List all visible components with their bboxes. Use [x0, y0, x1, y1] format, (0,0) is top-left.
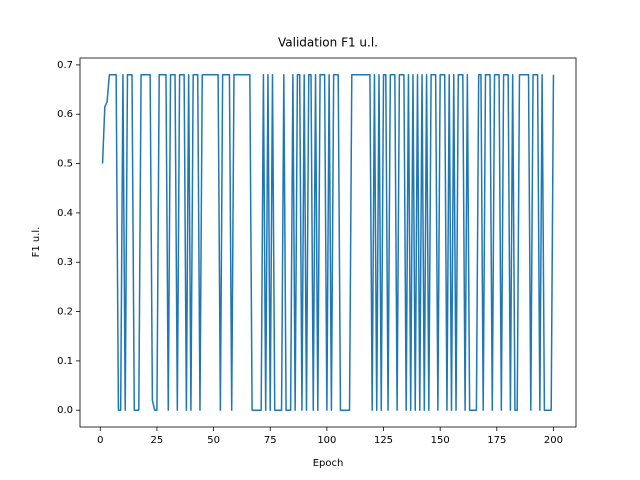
- y-tick-label: 0.7: [57, 60, 73, 71]
- y-tick-label: 0.4: [57, 208, 73, 219]
- x-axis-label: Epoch: [313, 458, 344, 469]
- x-tick-label: 25: [151, 435, 164, 446]
- x-tick-label: 125: [374, 435, 393, 446]
- y-tick-label: 0.3: [57, 257, 73, 268]
- y-tick-label: 0.6: [57, 109, 73, 120]
- x-tick-label: 175: [487, 435, 506, 446]
- y-tick-label: 0.2: [57, 307, 73, 318]
- data-line: [101, 74, 555, 411]
- x-tick-label: 150: [431, 435, 450, 446]
- y-tick-label: 0.1: [57, 356, 73, 367]
- y-tick-label: 0.5: [57, 159, 73, 170]
- x-tick-label: 50: [207, 435, 220, 446]
- y-tick-label: 0.0: [57, 405, 73, 416]
- x-tick-label: 75: [264, 435, 277, 446]
- chart-title: Validation F1 u.l.: [278, 36, 378, 50]
- y-axis-label: F1 u.l.: [31, 227, 42, 258]
- plot-frame: [79, 57, 577, 428]
- x-tick-label: 100: [317, 435, 336, 446]
- x-tick-label: 200: [544, 435, 563, 446]
- x-tick-label: 0: [97, 435, 103, 446]
